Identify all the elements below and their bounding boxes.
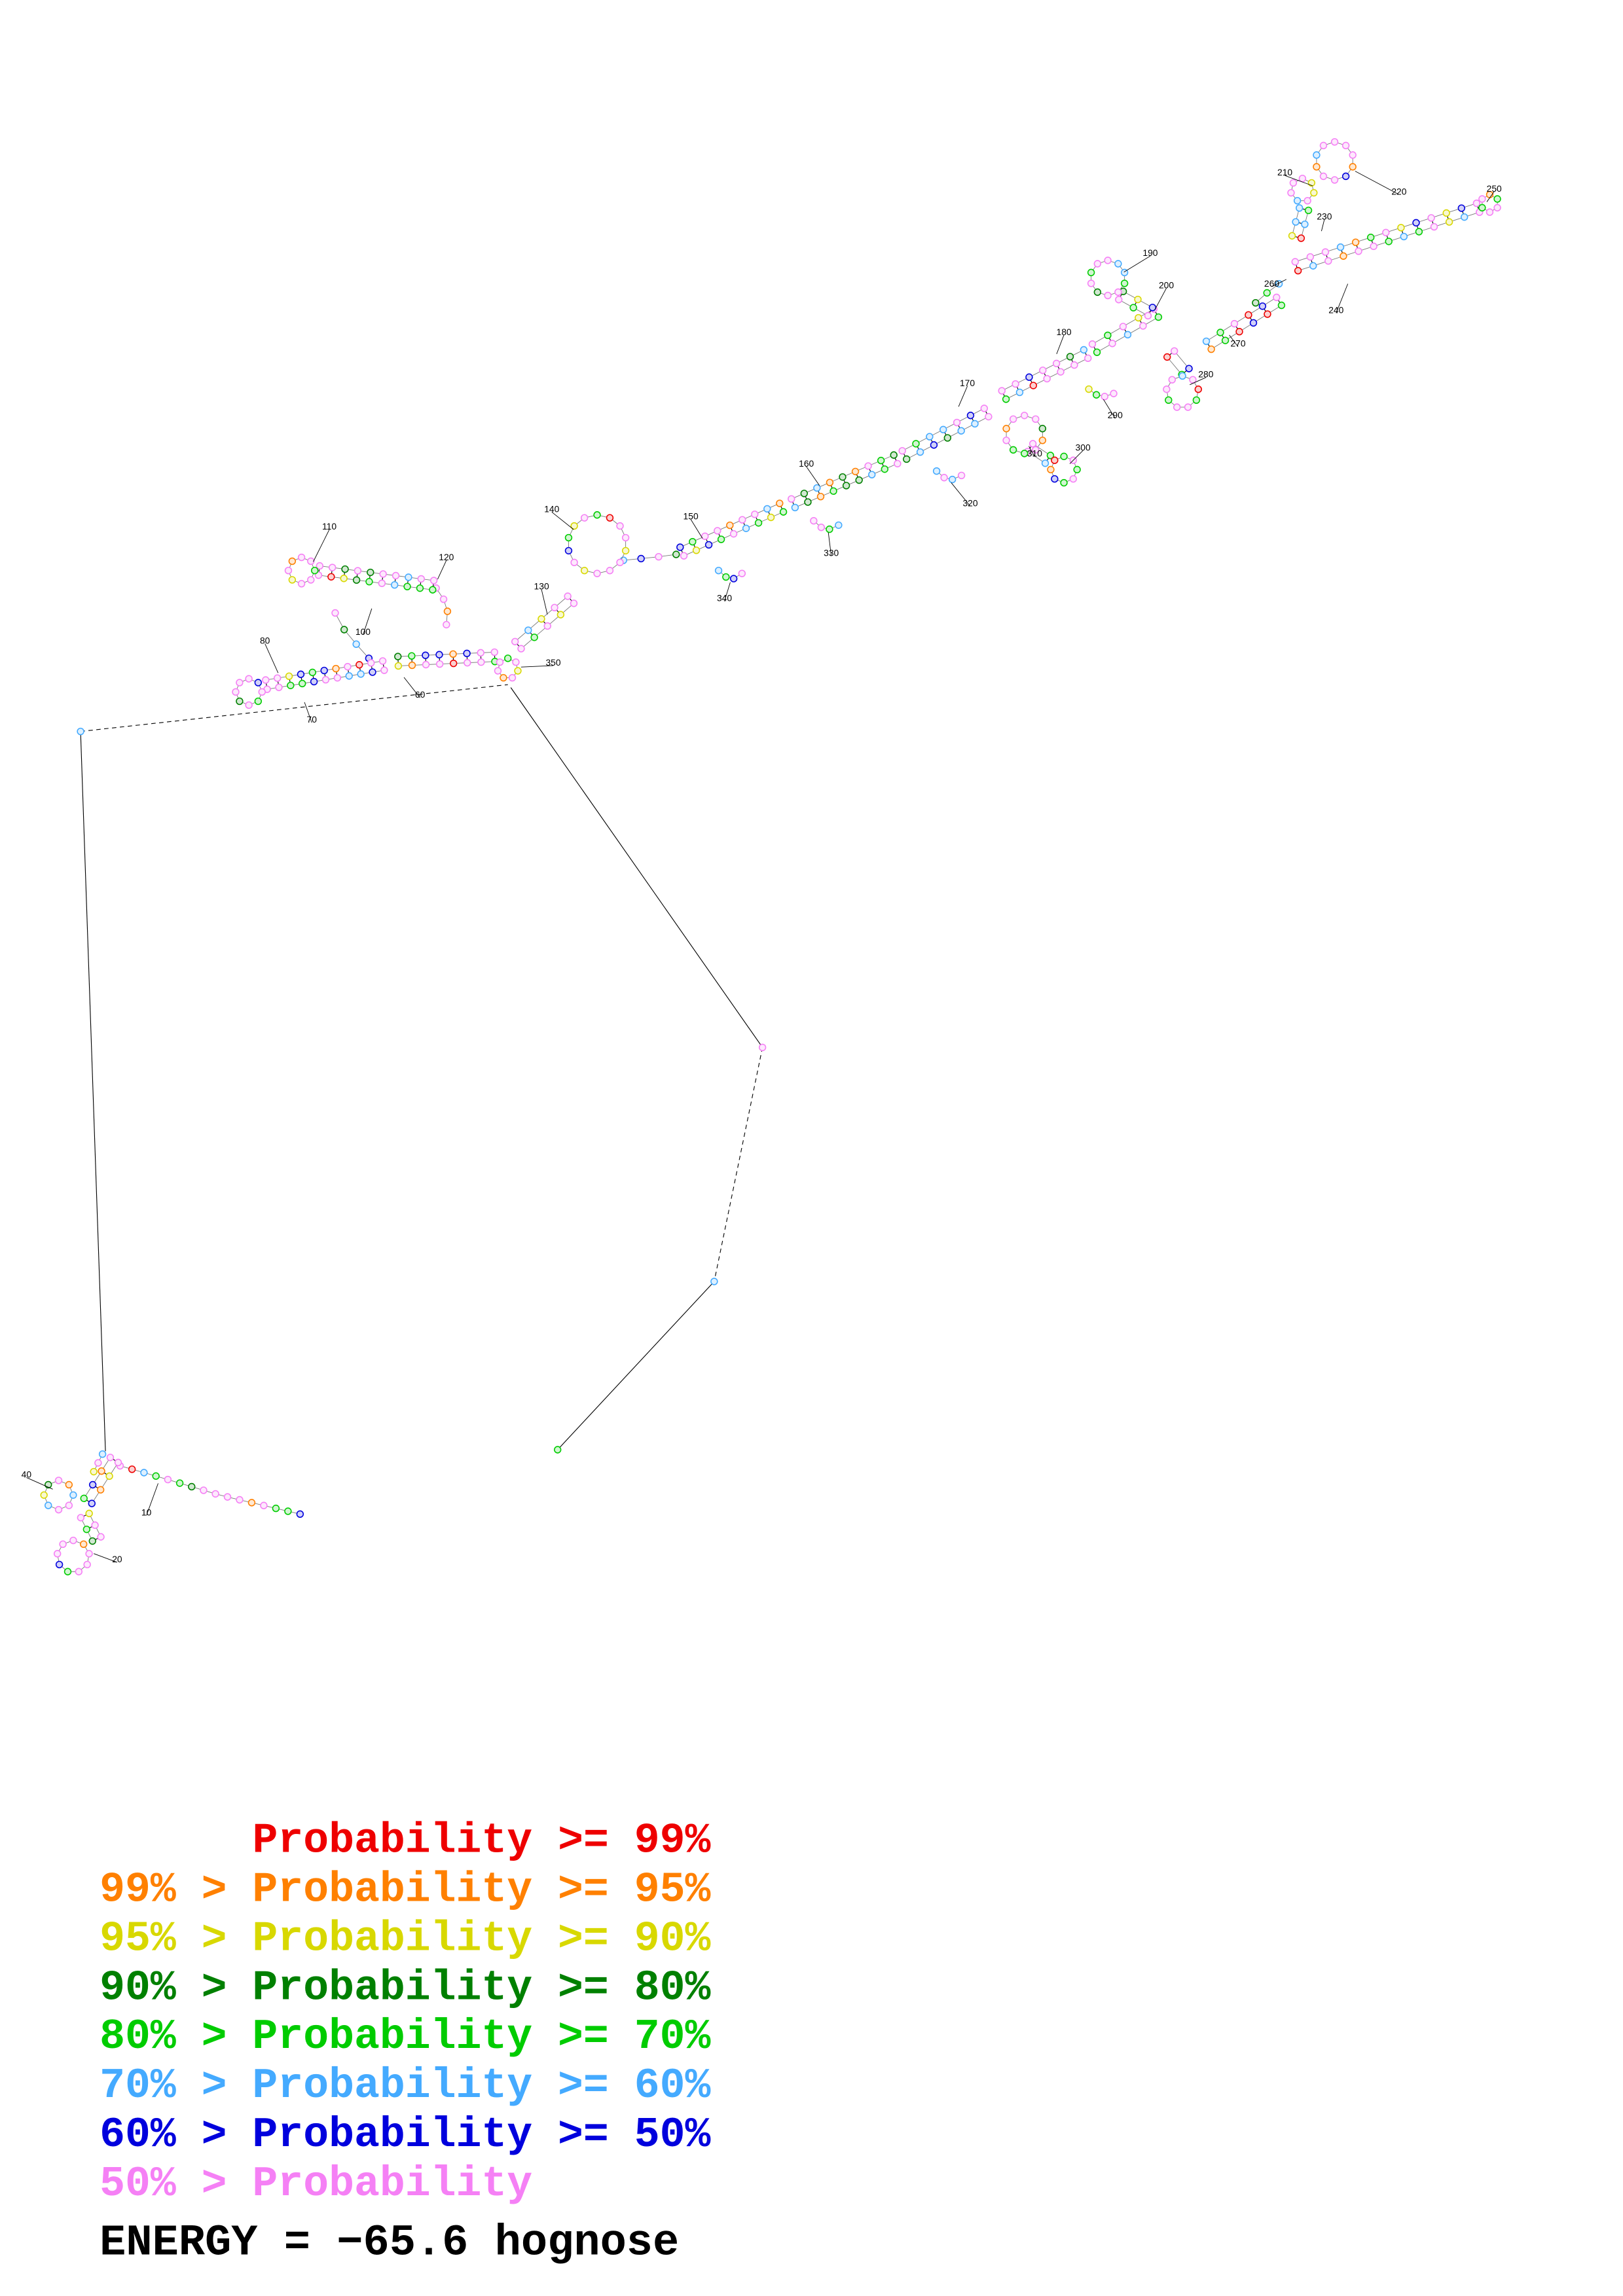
probability-legend: Probability >= 99%99% > Probability >= 9… [100, 1818, 710, 2208]
backbone-connector-lines [80, 684, 763, 1452]
position-label-300: 300 [1076, 442, 1091, 452]
position-label-110: 110 [322, 521, 337, 531]
position-label-160: 160 [799, 458, 814, 469]
position-label-320: 320 [962, 497, 977, 508]
nucleotide-chain [40, 138, 1501, 1575]
position-label-280: 280 [1198, 369, 1213, 380]
position-number-labels: 10 20 40 60 70 80 100 110 120 130 140 150 160 170 180 1… [22, 167, 1502, 1564]
legend-entry: 60% > Probability >= 50% [100, 2111, 710, 2159]
legend-entry: 50% > Probability [100, 2161, 532, 2208]
position-label-310: 310 [1027, 448, 1042, 458]
position-label-130: 130 [534, 581, 549, 592]
legend-entry: 90% > Probability >= 80% [100, 1964, 710, 2012]
position-label-350: 350 [545, 657, 560, 668]
legend-entry: 95% > Probability >= 90% [100, 1915, 710, 1963]
position-label-200: 200 [1159, 279, 1174, 290]
position-label-10: 10 [141, 1507, 152, 1518]
position-label-270: 270 [1230, 338, 1245, 349]
position-label-210: 210 [1277, 167, 1292, 177]
position-label-70: 70 [307, 714, 318, 725]
position-label-80: 80 [260, 635, 270, 645]
legend-entry: 70% > Probability >= 60% [100, 2062, 710, 2110]
legend-entry: 99% > Probability >= 95% [100, 1867, 710, 1914]
position-label-230: 230 [1317, 211, 1332, 221]
position-label-150: 150 [684, 511, 699, 521]
position-label-220: 220 [1391, 186, 1406, 196]
position-label-190: 190 [1142, 247, 1158, 258]
legend-entry: 80% > Probability >= 70% [100, 2013, 710, 2061]
position-label-240: 240 [1328, 304, 1343, 315]
position-label-170: 170 [960, 378, 975, 388]
position-label-330: 330 [824, 547, 839, 558]
position-label-180: 180 [1057, 327, 1072, 337]
position-label-120: 120 [439, 552, 454, 562]
position-label-60: 60 [415, 689, 426, 700]
position-label-20: 20 [112, 1554, 122, 1564]
energy-label: ENERGY = −65.6 hognose [100, 2218, 679, 2268]
position-label-260: 260 [1264, 278, 1279, 289]
position-label-250: 250 [1487, 183, 1502, 194]
position-label-100: 100 [356, 626, 371, 637]
legend-entry: Probability >= 99% [252, 1818, 710, 1865]
position-label-40: 40 [22, 1469, 32, 1479]
position-label-290: 290 [1108, 410, 1123, 420]
position-label-140: 140 [544, 503, 559, 514]
position-label-340: 340 [717, 593, 732, 603]
